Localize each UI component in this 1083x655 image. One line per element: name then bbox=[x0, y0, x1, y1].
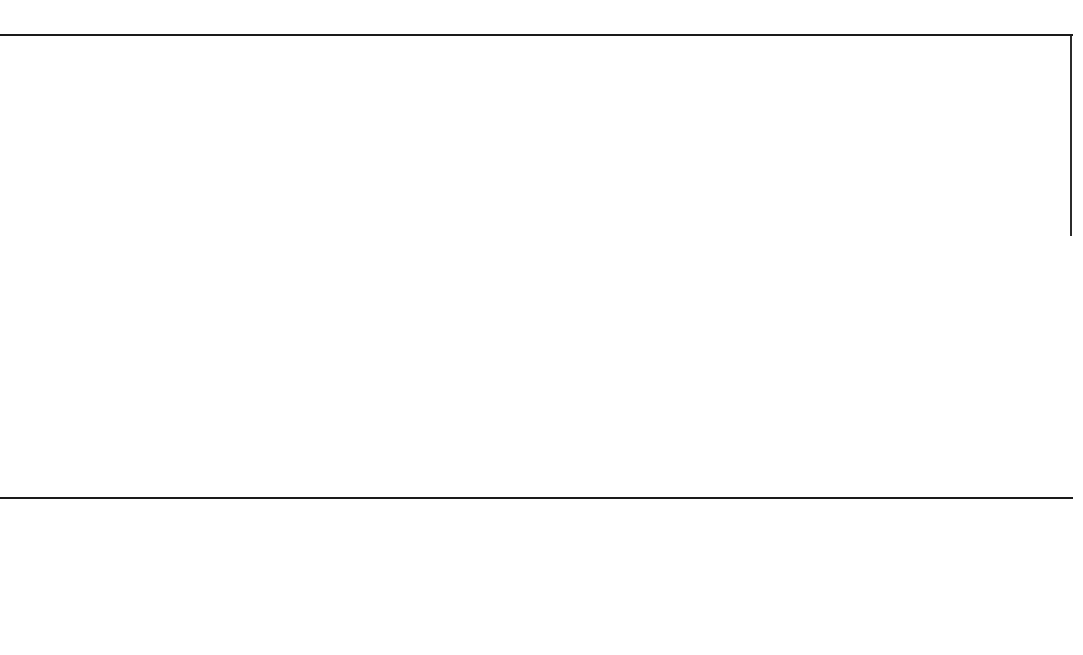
chart-svg bbox=[0, 38, 1083, 488]
footnote bbox=[10, 560, 1080, 608]
bottom-divider bbox=[0, 497, 1073, 499]
chart bbox=[0, 38, 1083, 488]
right-table-border bbox=[1070, 36, 1072, 236]
top-divider bbox=[0, 34, 1073, 36]
